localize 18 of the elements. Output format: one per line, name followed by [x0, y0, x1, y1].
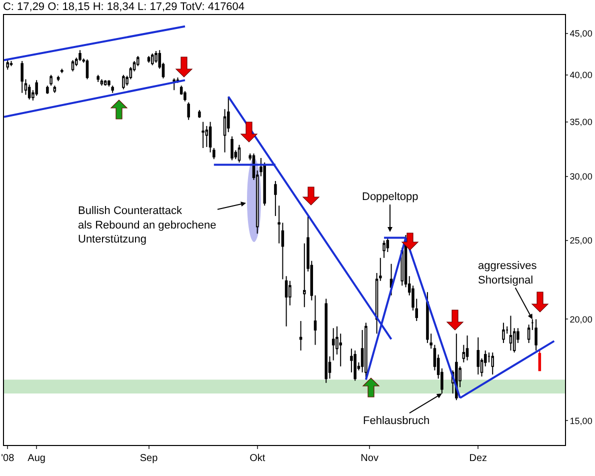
y-tick-label: 15,00	[570, 416, 592, 426]
annotation: Fehlausbruch	[363, 415, 430, 427]
y-tick-label: 20,00	[570, 314, 592, 324]
annotation: Doppeltopp	[362, 191, 418, 203]
y-tick-label: 25,00	[570, 236, 592, 246]
x-tick-label: Aug	[28, 453, 46, 464]
y-tick-label: 45,00	[570, 28, 592, 38]
x-tick-label: Sep	[140, 453, 158, 464]
y-tick-label: 30,00	[570, 171, 592, 182]
y-tick-label: 35,00	[570, 117, 592, 128]
chart-title: C: 17,29 O: 18,15 H: 18,34 L: 17,29 TotV: 417604	[2, 1, 245, 14]
x-tick-label: Okt	[250, 453, 266, 464]
annotation: aggressives Shortsignal	[478, 260, 538, 286]
x-tick-label: Dez	[469, 453, 488, 464]
x-tick-label: Nov	[360, 453, 378, 464]
y-tick-label: 40,00	[570, 70, 592, 80]
x-tick-label: '08	[1, 453, 15, 464]
annotation: Bullish Counterattack als Rebound an gebrochene Unterstützung	[78, 205, 216, 246]
